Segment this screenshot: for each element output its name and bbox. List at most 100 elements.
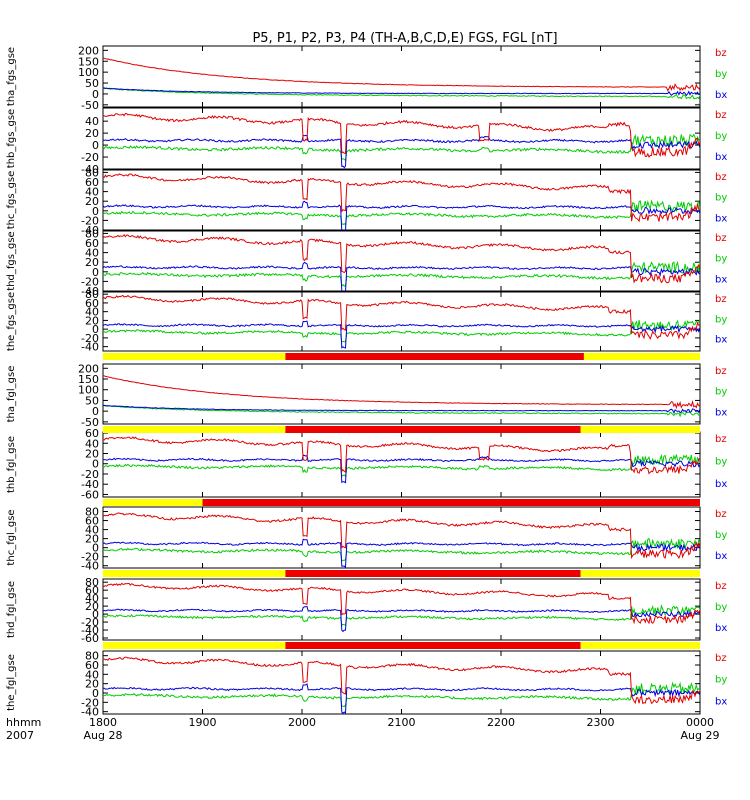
series-by	[103, 87, 700, 100]
chart-title: P5, P1, P2, P3, P4 (TH-A,B,C,D,E) FGS, F…	[252, 31, 557, 46]
mode-bar	[103, 570, 700, 577]
legend-bz: bz	[715, 366, 727, 377]
series-bz	[103, 112, 700, 158]
x-tick-date-label: Aug 29	[681, 729, 720, 742]
y-tick-label: 0	[92, 205, 99, 218]
x-axis-row-label-time: hhmm	[6, 716, 41, 729]
y-tick-label: 80	[85, 166, 99, 179]
y-tick-label: 20	[85, 256, 99, 269]
y-tick-label: 0	[92, 139, 99, 152]
y-tick-label: 60	[85, 584, 99, 597]
y-tick-label: 0	[92, 542, 99, 555]
legend-bx: bx	[715, 274, 727, 285]
legend-bz: bz	[715, 294, 727, 305]
legend-by: by	[715, 69, 727, 80]
panel-frame	[102, 506, 701, 569]
y-tick-label: -60	[81, 488, 99, 501]
series-bx	[103, 605, 700, 633]
series-bx	[103, 134, 700, 169]
y-tick-label: 60	[85, 237, 99, 250]
series-bx	[103, 320, 700, 349]
mode-bar	[103, 642, 700, 649]
mode-segment-yellow	[580, 642, 700, 649]
y-tick-label: 40	[85, 186, 99, 199]
legend-bz: bz	[715, 110, 727, 121]
series-by	[103, 199, 700, 226]
legend-by: by	[715, 193, 727, 204]
y-tick-label: 0	[92, 323, 99, 336]
legend-bx: bx	[715, 407, 727, 418]
legend-bx: bx	[715, 213, 727, 224]
mode-segment-red	[285, 570, 581, 577]
y-axis-label: thc_fgl_gse	[6, 509, 17, 565]
legend-bx: bx	[715, 90, 727, 101]
series-bz	[103, 512, 700, 560]
y-tick-label: 50	[85, 77, 99, 90]
x-tick-label: 1800	[89, 716, 117, 729]
y-tick-label: 0	[92, 458, 99, 471]
mode-bars	[103, 353, 700, 649]
series-bz	[103, 173, 700, 223]
y-tick-label: 40	[85, 592, 99, 605]
mode-bar	[103, 426, 700, 433]
series-by	[103, 604, 700, 627]
series-bz	[103, 57, 700, 92]
y-tick-label: 80	[85, 650, 99, 663]
mode-segment-yellow	[580, 570, 700, 577]
y-axis-label: tha_fgs_gse	[6, 47, 17, 106]
series-bz	[103, 656, 700, 705]
y-axis-label: tha_fgl_gse	[6, 366, 17, 423]
y-tick-label: -20	[81, 332, 99, 345]
series-bx	[103, 261, 700, 291]
y-tick-label: 20	[85, 314, 99, 327]
y-tick-label: 20	[85, 127, 99, 140]
series-bx	[103, 538, 700, 568]
y-axis-label: thc_fgs_gse	[6, 171, 17, 230]
legend-bz: bz	[715, 653, 727, 664]
mode-segment-red	[285, 353, 584, 360]
legend-bz: bz	[715, 233, 727, 244]
y-tick-label: 200	[78, 362, 99, 375]
y-tick-label: 40	[85, 524, 99, 537]
legend-bz: bz	[715, 581, 727, 592]
panel-frame	[102, 107, 701, 170]
legend-bx: bx	[715, 335, 727, 346]
y-tick-label: 20	[85, 447, 99, 460]
legend-bz: bz	[715, 434, 727, 445]
y-tick-label: 0	[92, 687, 99, 700]
mode-segment-yellow	[103, 642, 286, 649]
mode-segment-yellow	[583, 353, 700, 360]
x-axis-row-label-year: 2007	[6, 729, 34, 742]
series-by	[103, 681, 700, 708]
panel-frame	[102, 363, 701, 425]
y-tick-label: 50	[85, 394, 99, 407]
legend-bx: bx	[715, 551, 727, 562]
y-tick-label: -40	[81, 478, 99, 491]
series-bz	[103, 436, 700, 475]
y-tick-label: -40	[81, 224, 99, 237]
x-tick-date-label: Aug 28	[84, 729, 123, 742]
y-axis-label: the_fgs_gse	[6, 292, 17, 351]
y-tick-label: 150	[78, 55, 99, 68]
mode-segment-yellow	[103, 353, 286, 360]
y-tick-label: -50	[81, 99, 99, 112]
legend-by: by	[715, 456, 727, 467]
series-bx	[103, 454, 700, 484]
legend-bz: bz	[715, 509, 727, 520]
y-tick-label: 150	[78, 373, 99, 386]
y-tick-label: 40	[85, 306, 99, 319]
panel-frame	[102, 45, 701, 108]
y-axis-label: thb_fgl_gse	[6, 436, 17, 493]
panel-frame	[102, 169, 701, 231]
legend-bz: bz	[715, 172, 727, 183]
legend-bx: bx	[715, 152, 727, 163]
y-tick-label: -40	[81, 341, 99, 354]
